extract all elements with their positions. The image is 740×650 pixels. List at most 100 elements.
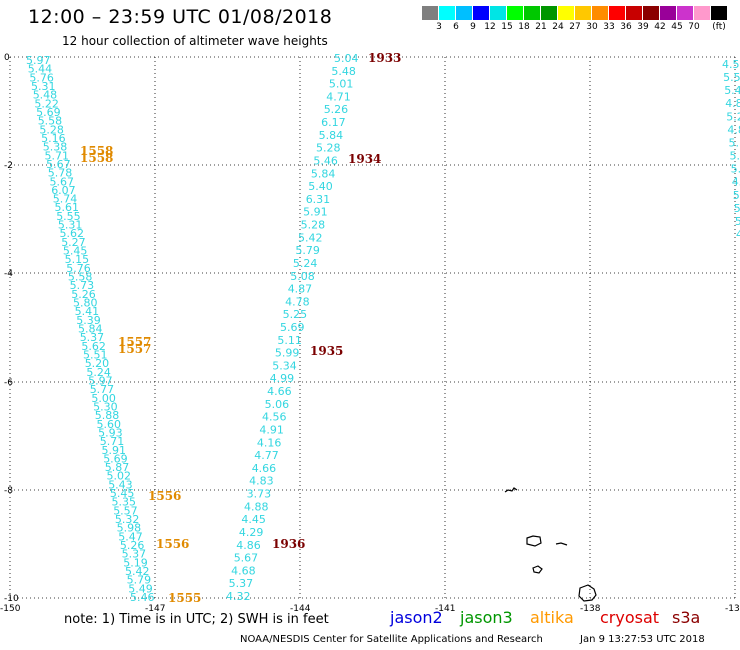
- wave-height-value: 4.99: [270, 372, 295, 385]
- wave-height-value: 5.38: [43, 141, 68, 154]
- colorbar-swatch: [439, 6, 455, 20]
- wave-height-value: 5.31: [58, 219, 83, 232]
- wave-height-value: 5.24: [86, 366, 111, 379]
- colorbar-label: 21: [535, 22, 547, 32]
- wave-height-value: 5.43: [108, 478, 133, 491]
- pass-time-label: 1556: [148, 489, 181, 503]
- wave-height-value: 5.84: [319, 129, 344, 142]
- wave-height-value: 5.62: [60, 227, 85, 240]
- wave-height-value: 5.73: [70, 279, 95, 292]
- wave-height-value: 5.88: [95, 409, 120, 422]
- pass-time-label: 1555: [168, 591, 201, 605]
- colorbar-label: 70: [688, 22, 700, 32]
- wave-height-value: 5.40: [308, 180, 333, 193]
- pass-time-label: 1556: [156, 537, 189, 551]
- colorbar-swatch: [677, 6, 693, 20]
- wave-height-value: 5.22: [34, 97, 59, 110]
- colorbar-swatch: [507, 6, 523, 20]
- wave-height-value: 4.8: [727, 123, 740, 136]
- wave-height-value: 4.71: [326, 90, 351, 103]
- colorbar-label: 33: [603, 22, 615, 32]
- colorbar-swatch: [626, 6, 642, 20]
- wave-height-value: 5.47: [118, 530, 143, 543]
- wave-height-value: 6.07: [51, 184, 75, 197]
- wave-height-value: 5.: [729, 137, 740, 150]
- colorbar-label: 3: [436, 22, 442, 32]
- wave-height-value: 4.16: [257, 436, 282, 449]
- legend-cryosat: cryosat: [600, 608, 660, 627]
- colorbar-label: 42: [654, 22, 666, 32]
- wave-height-value: 5.69: [103, 452, 128, 465]
- wave-height-value: 5.67: [46, 158, 71, 171]
- chart-subtitle: 12 hour collection of altimeter wave hei…: [62, 34, 328, 48]
- island-oahu: [526, 535, 542, 547]
- pass-time-label: 1558: [80, 151, 113, 165]
- legend-altika: altika: [530, 608, 574, 627]
- wave-height-value: 5.78: [48, 167, 73, 180]
- wave-height-value: 5.71: [100, 435, 125, 448]
- colorbar-label: 27: [569, 22, 581, 32]
- wave-height-value: 5.97: [88, 375, 113, 388]
- wave-height-value: 5.67: [50, 175, 75, 188]
- wave-height-value: 3.73: [247, 488, 272, 501]
- legend-jason2: jason2: [390, 608, 443, 627]
- wave-height-value: 5.: [734, 202, 740, 215]
- wave-height-value: 4.88: [244, 500, 269, 513]
- colorbar-swatch: [694, 6, 710, 20]
- wave-tracks: 5.045.485.014.715.266.175.845.285.465.84…: [26, 52, 740, 604]
- wave-height-value: 5.28: [301, 219, 326, 232]
- legend-jason3: jason3: [460, 608, 513, 627]
- wave-height-value: 5.37: [80, 331, 105, 344]
- colorbar-label: 18: [518, 22, 530, 32]
- colorbar-label: 24: [552, 22, 564, 32]
- wave-height-value: 4.45: [241, 513, 266, 526]
- wave-height-value: 5.80: [73, 297, 98, 310]
- wave-height-value: 5.41: [75, 305, 100, 318]
- wave-height-value: 5.62: [81, 340, 106, 353]
- colorbar-label: (ft): [712, 22, 726, 32]
- wave-height-value: 5.45: [63, 245, 88, 258]
- colorbar-label: 39: [637, 22, 649, 32]
- wave-height-value: 5.01: [329, 78, 354, 91]
- wave-height-value: 5.: [730, 150, 740, 163]
- wave-height-value: 5.58: [68, 271, 93, 284]
- wave-height-value: 5.49: [128, 582, 153, 595]
- wave-height-value: 5.15: [65, 253, 90, 266]
- wave-height-value: 4.77: [254, 449, 278, 462]
- footer-credit: NOAA/NESDIS Center for Satellite Applica…: [240, 634, 543, 645]
- wave-height-value: 5.76: [29, 71, 54, 84]
- wave-height-value: 4.29: [239, 526, 264, 539]
- wave-height-value: 5.34: [272, 359, 297, 372]
- wave-height-value: 5.4: [724, 84, 740, 97]
- wave-height-value: 4.91: [259, 424, 284, 437]
- grid-lines: [9, 56, 736, 599]
- colorbar-swatch: [456, 6, 472, 20]
- wave-height-value: 5.37: [122, 548, 147, 561]
- colorbar-swatch: [541, 6, 557, 20]
- wave-height-value: 5.44: [28, 63, 53, 76]
- wave-height-value: 5.16: [41, 132, 66, 145]
- wave-height-value: 5.67: [234, 552, 259, 565]
- wave-height-value: 4.8: [725, 97, 740, 110]
- wave-height-value: 5.79: [295, 244, 320, 257]
- wave-height-value: 5.28: [316, 142, 341, 155]
- x-tick-label: -141: [435, 604, 455, 614]
- colorbar-swatch: [592, 6, 608, 20]
- wave-height-value: 5.76: [66, 262, 91, 275]
- colorbar-label: 6: [453, 22, 459, 32]
- wave-height-value: 6.17: [321, 116, 346, 129]
- wave-height-value: 4.66: [267, 385, 292, 398]
- wave-height-value: 5.25: [283, 308, 308, 321]
- wave-height-value: 5.08: [290, 270, 315, 283]
- wave-height-value: 5.46: [130, 591, 155, 604]
- colorbar-swatch: [422, 6, 438, 20]
- island-molokai: [555, 542, 568, 546]
- colorbar-swatch: [711, 6, 727, 20]
- wave-height-value: 5.99: [275, 347, 300, 360]
- wave-height-value: 5.37: [229, 577, 254, 590]
- wave-height-value: 5.02: [107, 470, 132, 483]
- x-tick-label: -138: [580, 604, 601, 614]
- pass-time-label: 1933: [368, 51, 401, 65]
- wave-height-value: 5.42: [125, 565, 150, 578]
